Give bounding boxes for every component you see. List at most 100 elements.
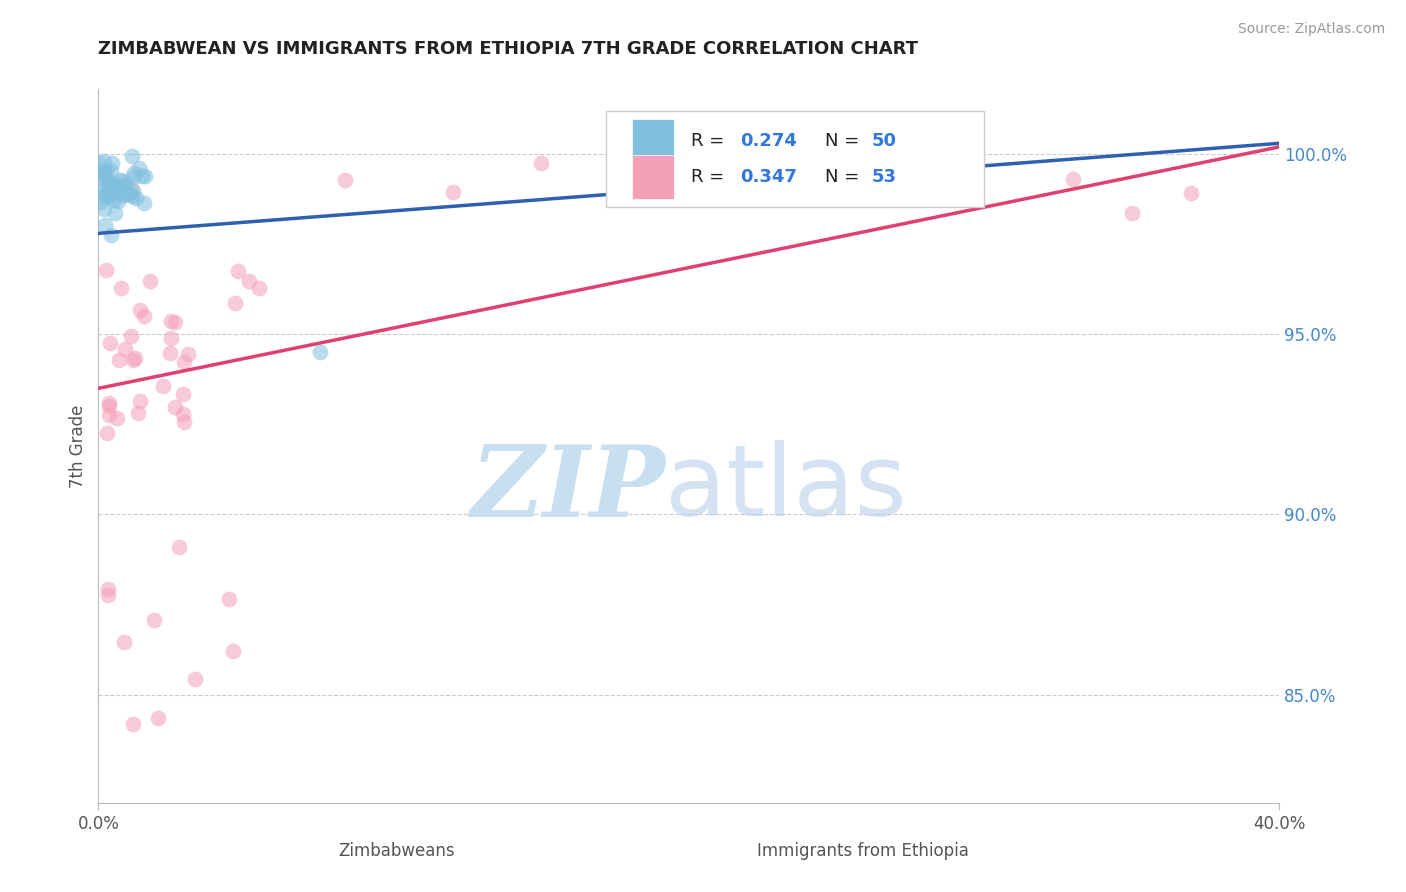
Point	[134, 169, 156, 183]
Point	[132, 196, 155, 211]
Point	[100, 163, 122, 178]
Point	[125, 191, 148, 205]
Point	[167, 540, 190, 554]
Point	[104, 206, 127, 220]
Point	[159, 346, 181, 360]
Bar	[305, 837, 330, 864]
Point	[1062, 172, 1084, 186]
Point	[104, 178, 127, 193]
Point	[1121, 206, 1143, 220]
Point	[98, 399, 121, 413]
Point	[163, 400, 186, 414]
Bar	[633, 154, 673, 199]
Point	[96, 181, 118, 195]
Point	[152, 379, 174, 393]
Text: R =: R =	[692, 132, 730, 150]
Point	[105, 411, 128, 425]
Point	[441, 185, 464, 199]
Point	[737, 171, 759, 186]
Point	[128, 161, 150, 175]
Point	[120, 180, 142, 194]
Point	[89, 184, 111, 198]
Point	[177, 346, 200, 360]
Point	[101, 185, 124, 199]
Point	[93, 165, 115, 179]
Text: N =: N =	[825, 168, 865, 186]
Point	[122, 170, 145, 185]
Point	[111, 180, 134, 194]
Point	[87, 156, 110, 170]
Y-axis label: 7th Grade: 7th Grade	[69, 404, 87, 488]
Point	[97, 582, 120, 596]
Point	[172, 386, 194, 401]
Bar	[633, 119, 673, 163]
Point	[103, 193, 125, 207]
Point	[221, 644, 243, 658]
Point	[159, 313, 181, 327]
Point	[94, 163, 117, 178]
Point	[226, 264, 249, 278]
Point	[93, 166, 115, 180]
Point	[96, 425, 118, 440]
Point	[143, 613, 166, 627]
Point	[108, 172, 131, 186]
Text: Immigrants from Ethiopia: Immigrants from Ethiopia	[758, 842, 969, 860]
Point	[108, 353, 131, 368]
Point	[184, 673, 207, 687]
Point	[112, 634, 135, 648]
Point	[121, 149, 143, 163]
Point	[117, 186, 139, 201]
Point	[91, 173, 114, 187]
Point	[146, 711, 169, 725]
Point	[122, 184, 145, 198]
Point	[112, 174, 135, 188]
Point	[129, 303, 152, 318]
Point	[121, 188, 143, 202]
Point	[118, 186, 141, 201]
Point	[97, 396, 120, 410]
Point	[93, 163, 115, 178]
Bar	[724, 837, 751, 864]
Point	[114, 177, 136, 191]
Text: 0.347: 0.347	[740, 168, 797, 186]
Point	[160, 331, 183, 345]
Point	[163, 315, 186, 329]
Point	[93, 202, 115, 216]
Point	[91, 165, 114, 179]
Point	[98, 190, 121, 204]
Point	[98, 176, 121, 190]
Point	[127, 407, 149, 421]
Point	[1180, 186, 1202, 200]
Point	[120, 329, 142, 343]
Point	[247, 281, 270, 295]
Point	[914, 186, 936, 201]
Point	[530, 156, 553, 170]
Text: atlas: atlas	[665, 441, 907, 537]
Point	[94, 263, 117, 277]
Point	[112, 187, 135, 202]
Text: N =: N =	[825, 132, 865, 150]
Text: 0.274: 0.274	[740, 132, 797, 150]
Point	[90, 168, 112, 182]
Point	[98, 185, 121, 199]
Text: ZIMBABWEAN VS IMMIGRANTS FROM ETHIOPIA 7TH GRADE CORRELATION CHART: ZIMBABWEAN VS IMMIGRANTS FROM ETHIOPIA 7…	[98, 40, 918, 58]
Point	[138, 274, 160, 288]
Point	[96, 186, 118, 201]
Point	[224, 296, 246, 310]
Point	[98, 335, 121, 350]
Point	[124, 165, 146, 179]
Point	[173, 415, 195, 429]
Text: R =: R =	[692, 168, 730, 186]
Text: Zimbabweans: Zimbabweans	[339, 842, 454, 860]
Point	[101, 178, 124, 193]
Point	[121, 353, 143, 368]
Point	[93, 154, 115, 169]
Point	[309, 345, 332, 359]
Point	[110, 281, 132, 295]
Point	[107, 194, 129, 208]
Point	[98, 175, 121, 189]
Point	[218, 592, 240, 607]
Point	[94, 218, 117, 232]
Point	[105, 186, 128, 200]
Point	[100, 227, 122, 242]
